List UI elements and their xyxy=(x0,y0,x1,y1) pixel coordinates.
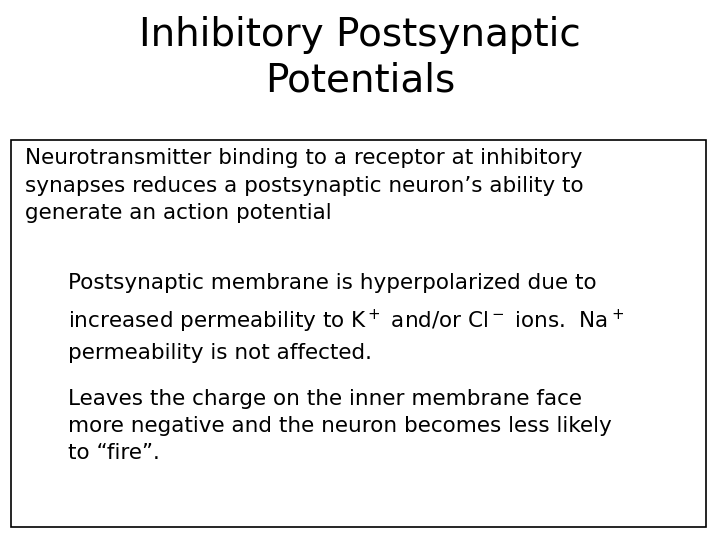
Text: Postsynaptic membrane is hyperpolarized due to: Postsynaptic membrane is hyperpolarized … xyxy=(68,273,597,293)
Text: Neurotransmitter binding to a receptor at inhibitory
synapses reduces a postsyna: Neurotransmitter binding to a receptor a… xyxy=(25,148,584,223)
Text: Leaves the charge on the inner membrane face
more negative and the neuron become: Leaves the charge on the inner membrane … xyxy=(68,389,612,463)
Text: Inhibitory Postsynaptic
Potentials: Inhibitory Postsynaptic Potentials xyxy=(139,16,581,100)
Text: increased permeability to K$^+$ and/or Cl$^-$ ions.  Na$^+$: increased permeability to K$^+$ and/or C… xyxy=(68,308,625,335)
Text: permeability is not affected.: permeability is not affected. xyxy=(68,343,372,363)
FancyBboxPatch shape xyxy=(11,140,706,526)
